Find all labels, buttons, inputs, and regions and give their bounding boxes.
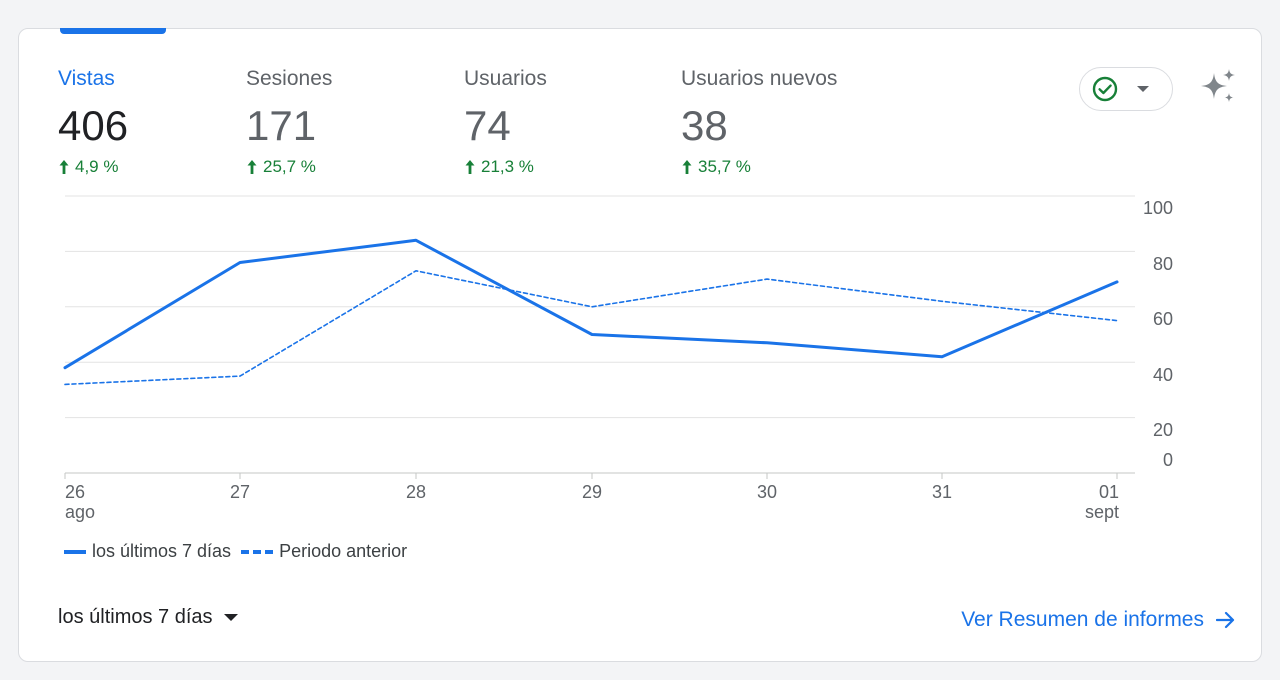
metric-delta-text: 25,7 % [263, 157, 316, 176]
y-tick-label: 100 [1143, 198, 1173, 218]
legend-dashed-swatch [241, 549, 274, 554]
metric-value: 171 [246, 102, 317, 149]
metric-delta: 35,7 % [681, 156, 837, 178]
x-tick-label: 30 [757, 482, 777, 502]
data-status-dropdown[interactable] [1079, 67, 1173, 111]
metric-users[interactable]: Usuarios 74 21,3 % [464, 66, 547, 178]
caret-down-icon [1137, 86, 1149, 92]
series-line-previous-period [64, 269, 1118, 386]
active-tab-indicator [60, 28, 166, 34]
x-tick-sublabel: sept [1085, 502, 1119, 522]
sparkle-icon[interactable] [1200, 68, 1238, 106]
caret-down-icon [223, 614, 238, 621]
metric-delta-text: 21,3 % [481, 157, 534, 176]
metric-delta: 21,3 % [464, 156, 547, 178]
legend-label: los últimos 7 días [92, 541, 232, 561]
summary-card [18, 28, 1262, 662]
x-tick-label: 29 [582, 482, 602, 502]
date-range-dropdown[interactable]: los últimos 7 días [58, 606, 239, 629]
metric-views[interactable]: Vistas 406 4,9 % [58, 66, 128, 178]
metric-sessions[interactable]: Sesiones 171 25,7 % [246, 66, 332, 178]
metric-new-users[interactable]: Usuarios nuevos 38 35,7 % [681, 66, 837, 178]
arrow-right-icon [1216, 611, 1235, 629]
metric-value: 38 [681, 102, 728, 149]
metric-delta-text: 4,9 % [75, 157, 119, 176]
x-tick-sublabel: ago [65, 502, 95, 522]
x-tick-label: 27 [230, 482, 250, 502]
date-range-label: los últimos 7 días [58, 606, 213, 628]
metric-value: 406 [58, 102, 129, 149]
y-tick-label: 40 [1153, 365, 1173, 385]
view-reports-link[interactable]: Ver Resumen de informes [961, 608, 1236, 632]
metric-delta: 25,7 % [246, 156, 332, 178]
metric-label: Usuarios nuevos [681, 67, 838, 90]
metric-delta: 4,9 % [58, 156, 128, 178]
chart-legend: los últimos 7 días Periodo anterior [64, 541, 417, 562]
metric-value: 74 [464, 102, 511, 149]
metric-label: Sesiones [246, 67, 333, 90]
view-reports-label: Ver Resumen de informes [961, 608, 1204, 631]
arrow-up-icon [247, 160, 257, 174]
check-circle-icon [1092, 76, 1118, 102]
arrow-up-icon [59, 160, 69, 174]
legend-label: Periodo anterior [279, 541, 408, 561]
y-tick-label: 20 [1153, 420, 1173, 440]
x-tick-label: 31 [932, 482, 952, 502]
legend-item-previous: Periodo anterior [241, 541, 407, 562]
y-tick-label: 0 [1163, 450, 1173, 470]
series-line-last-7-days [63, 238, 1119, 370]
legend-item-current: los últimos 7 días [64, 541, 231, 562]
metric-label: Vistas [58, 67, 115, 90]
arrow-up-icon [465, 160, 475, 174]
legend-solid-swatch [64, 549, 86, 554]
metric-delta-text: 35,7 % [698, 157, 751, 176]
x-tick-label: 28 [406, 482, 426, 502]
arrow-up-icon [682, 160, 692, 174]
y-tick-label: 60 [1153, 309, 1173, 329]
x-tick-label: 26 [65, 482, 85, 502]
metric-label: Usuarios [464, 67, 547, 90]
x-tick-label: 01 [1099, 482, 1119, 502]
y-tick-label: 80 [1153, 254, 1173, 274]
